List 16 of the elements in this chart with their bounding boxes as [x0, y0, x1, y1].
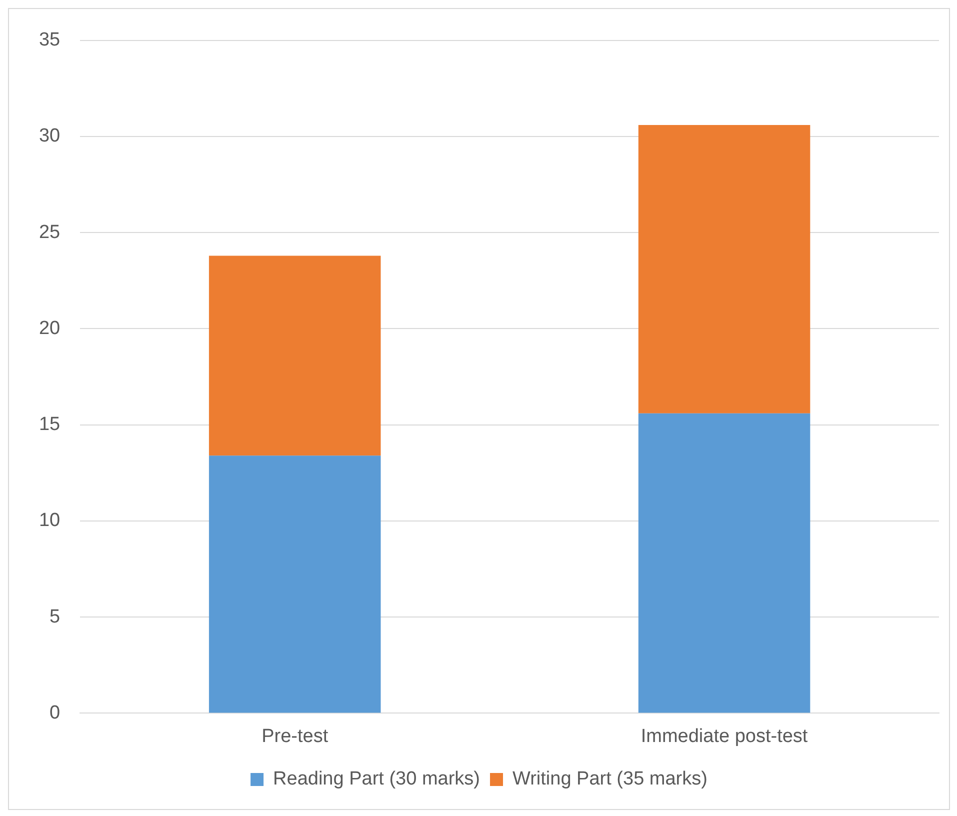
y-tick-label: 10 [38, 510, 60, 532]
legend-label: Reading Part (30 marks) [273, 768, 480, 790]
x-tick-label: Immediate post-test [640, 726, 808, 747]
y-tick-label: 20 [38, 318, 60, 339]
legend-label: Writing Part (35 marks) [512, 768, 708, 790]
y-tick-label: 30 [38, 126, 60, 147]
bar [208, 456, 381, 713]
y-tick-label: 15 [38, 414, 60, 436]
y-tick-label: 25 [38, 222, 60, 243]
y-tick-label: 0 [50, 702, 60, 724]
bar [638, 413, 810, 713]
y-tick-label: 35 [38, 30, 60, 51]
bar [208, 256, 381, 456]
bar [638, 124, 810, 414]
y-tick-label: 5 [50, 606, 60, 628]
x-tick-label: Pre-test [262, 726, 329, 747]
